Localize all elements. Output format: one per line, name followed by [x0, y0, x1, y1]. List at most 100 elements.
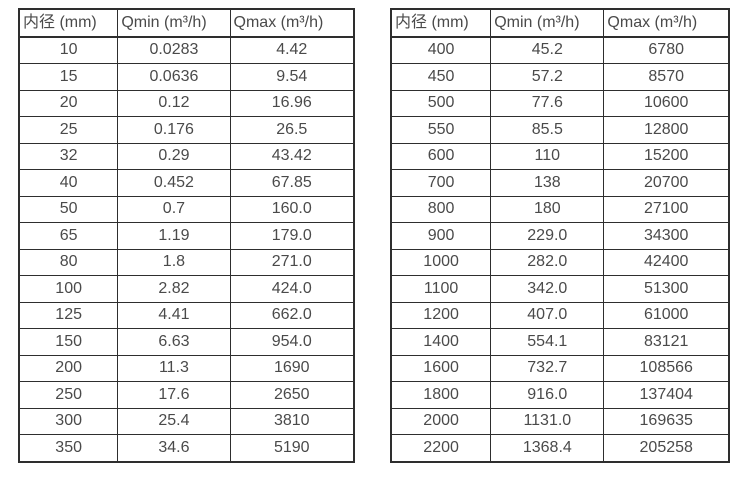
table-cell: 1690	[229, 354, 355, 382]
table-cell: 15200	[603, 142, 730, 170]
table-row: 10 0.0283 4.42	[18, 36, 355, 64]
table-cell: 0.0636	[117, 63, 231, 91]
table-row: 1800 916.0 137404	[390, 381, 730, 409]
table-cell: 1200	[390, 301, 492, 329]
table-cell: 12800	[603, 116, 730, 144]
table-row: 250 17.6 2650	[18, 381, 355, 409]
table-cell: 125	[18, 301, 119, 329]
column-header: 内径 (mm)	[390, 8, 492, 38]
table-cell: 3810	[229, 407, 355, 435]
table-cell: 550	[390, 116, 492, 144]
table-cell: 1800	[390, 381, 492, 409]
table-cell: 0.7	[117, 195, 231, 223]
table-cell: 80	[18, 248, 119, 276]
table-cell: 1.19	[117, 222, 231, 250]
table-cell: 10	[18, 36, 119, 64]
table-cell: 61000	[603, 301, 730, 329]
table-cell: 2000	[390, 407, 492, 435]
table-cell: 16.96	[229, 89, 355, 117]
table-cell: 500	[390, 89, 492, 117]
table-row: 450 57.2 8570	[390, 63, 730, 91]
table-cell: 662.0	[229, 301, 355, 329]
table-row: 125 4.41 662.0	[18, 301, 355, 329]
table-cell: 25	[18, 116, 119, 144]
table-row: 300 25.4 3810	[18, 407, 355, 435]
table-cell: 77.6	[490, 89, 605, 117]
table-cell: 25.4	[117, 407, 231, 435]
table-cell: 732.7	[490, 354, 605, 382]
table-cell: 800	[390, 195, 492, 223]
table-cell: 51300	[603, 275, 730, 303]
table-cell: 179.0	[229, 222, 355, 250]
table-cell: 350	[18, 434, 119, 462]
table-cell: 700	[390, 169, 492, 197]
table-row: 1200 407.0 61000	[390, 301, 730, 329]
flow-spec-table-large-diameters-wrapper: 内径 (mm) Qmin (m³/h) Qmax (m³/h) 400 45.2 6780…	[390, 8, 730, 463]
table-cell: 205258	[603, 434, 730, 462]
table-cell: 400	[390, 36, 492, 64]
table-row: 100 2.82 424.0	[18, 275, 355, 303]
table-cell: 407.0	[490, 301, 605, 329]
table-cell: 954.0	[229, 328, 355, 356]
column-header: Qmin (m³/h)	[490, 8, 605, 38]
table-row: 1000 282.0 42400	[390, 248, 730, 276]
table-cell: 20700	[603, 169, 730, 197]
table-cell: 2.82	[117, 275, 231, 303]
table-cell: 229.0	[490, 222, 605, 250]
table-cell: 4.42	[229, 36, 355, 64]
column-header: Qmax (m³/h)	[603, 8, 730, 38]
table-cell: 85.5	[490, 116, 605, 144]
table-row: 65 1.19 179.0	[18, 222, 355, 250]
table-cell: 45.2	[490, 36, 605, 64]
table-cell: 180	[490, 195, 605, 223]
table-cell: 1.8	[117, 248, 231, 276]
table-cell: 50	[18, 195, 119, 223]
table-row: 2000 1131.0 169635	[390, 407, 730, 435]
table-row: 80 1.8 271.0	[18, 248, 355, 276]
table-row: 25 0.176 26.5	[18, 116, 355, 144]
header-row: 内径 (mm) Qmin (m³/h) Qmax (m³/h)	[18, 8, 355, 38]
table-cell: 450	[390, 63, 492, 91]
table-cell: 250	[18, 381, 119, 409]
table-cell: 42400	[603, 248, 730, 276]
table-row: 20 0.12 16.96	[18, 89, 355, 117]
table-cell: 600	[390, 142, 492, 170]
table-cell: 17.6	[117, 381, 231, 409]
column-header: Qmin (m³/h)	[117, 8, 231, 38]
table-cell: 554.1	[490, 328, 605, 356]
table-cell: 15	[18, 63, 119, 91]
table-cell: 57.2	[490, 63, 605, 91]
table-cell: 282.0	[490, 248, 605, 276]
table-cell: 0.452	[117, 169, 231, 197]
table-row: 150 6.63 954.0	[18, 328, 355, 356]
column-header: Qmax (m³/h)	[229, 8, 355, 38]
table-cell: 20	[18, 89, 119, 117]
table-cell: 900	[390, 222, 492, 250]
table-row: 400 45.2 6780	[390, 36, 730, 64]
table-cell: 27100	[603, 195, 730, 223]
table-cell: 6.63	[117, 328, 231, 356]
table-cell: 300	[18, 407, 119, 435]
table-cell: 169635	[603, 407, 730, 435]
table-row: 350 34.6 5190	[18, 434, 355, 462]
table-cell: 65	[18, 222, 119, 250]
table-cell: 40	[18, 169, 119, 197]
table-cell: 8570	[603, 63, 730, 91]
table-cell: 200	[18, 354, 119, 382]
table-row: 500 77.6 10600	[390, 89, 730, 117]
table-cell: 11.3	[117, 354, 231, 382]
table-cell: 4.41	[117, 301, 231, 329]
table-cell: 10600	[603, 89, 730, 117]
flow-spec-table-large-diameters: 内径 (mm) Qmin (m³/h) Qmax (m³/h) 400 45.2 6780…	[390, 8, 730, 463]
table-cell: 110	[490, 142, 605, 170]
table-cell: 150	[18, 328, 119, 356]
table-row: 900 229.0 34300	[390, 222, 730, 250]
table-cell: 34300	[603, 222, 730, 250]
table-cell: 26.5	[229, 116, 355, 144]
table-row: 200 11.3 1690	[18, 354, 355, 382]
table-cell: 1131.0	[490, 407, 605, 435]
table-cell: 43.42	[229, 142, 355, 170]
table-row: 15 0.0636 9.54	[18, 63, 355, 91]
table-cell: 108566	[603, 354, 730, 382]
table-cell: 0.12	[117, 89, 231, 117]
